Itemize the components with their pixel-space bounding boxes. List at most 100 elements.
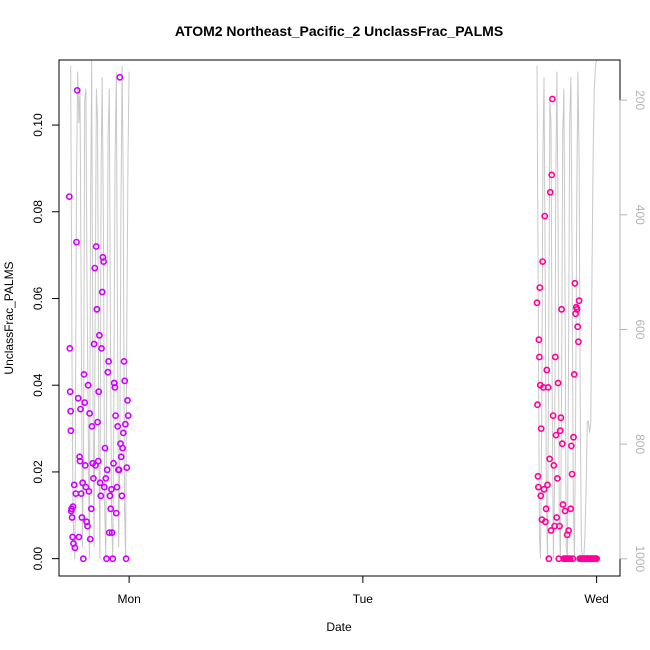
data-point-84 xyxy=(121,377,129,385)
data-point-150 xyxy=(573,305,581,313)
data-point-36 xyxy=(87,505,95,513)
data-point-44 xyxy=(93,305,101,313)
data-point-52 xyxy=(98,288,106,296)
data-point-101 xyxy=(539,258,546,265)
data-point-24 xyxy=(79,479,86,487)
data-point-61 xyxy=(105,357,112,365)
data-point-67 xyxy=(109,555,117,563)
pressure-line-segment-2 xyxy=(536,59,598,560)
y-tick-label-5: 0.08 xyxy=(31,200,45,224)
data-point-93 xyxy=(535,483,542,491)
data-point-112 xyxy=(546,188,554,196)
data-point-46 xyxy=(94,457,102,465)
data-point-145 xyxy=(570,433,577,441)
data-point-68 xyxy=(110,459,117,467)
data-point-66 xyxy=(108,529,116,536)
data-point-37 xyxy=(88,422,96,430)
data-point-87 xyxy=(123,464,131,471)
data-points-layer xyxy=(65,73,600,563)
data-point-81 xyxy=(119,444,126,452)
y-tick-label-4: 0.06 xyxy=(31,286,45,310)
data-point-79 xyxy=(117,453,125,461)
data-point-1 xyxy=(65,193,73,200)
secondary-y-tick-label-1: 200 xyxy=(633,90,647,110)
secondary-y-tick-label-4: 800 xyxy=(633,434,647,454)
data-point-129 xyxy=(558,440,566,448)
data-point-91 xyxy=(534,401,541,409)
chart-title: ATOM2 Northeast_Pacific_2 UnclassFrac_PA… xyxy=(175,23,503,39)
y-tick-label-2: 0.02 xyxy=(31,460,45,484)
data-point-128 xyxy=(558,305,565,313)
data-point-109 xyxy=(544,383,552,391)
data-point-29 xyxy=(82,483,90,491)
data-point-98 xyxy=(537,492,545,500)
data-point-59 xyxy=(103,466,111,474)
data-point-123 xyxy=(554,379,562,387)
data-point-57 xyxy=(102,474,110,482)
data-point-77 xyxy=(116,73,124,81)
x-tick-label-2: Tue xyxy=(353,592,374,606)
data-point-92 xyxy=(534,472,542,480)
data-point-144 xyxy=(569,555,577,563)
data-point-113 xyxy=(547,527,555,534)
data-point-16 xyxy=(73,87,81,94)
data-point-105 xyxy=(542,518,549,526)
data-point-56 xyxy=(101,444,109,452)
data-point-65 xyxy=(108,485,115,493)
data-point-82 xyxy=(119,429,127,437)
secondary-y-axis: 200 400 600 800 1000 xyxy=(619,90,647,572)
secondary-y-tick-label-2: 400 xyxy=(633,205,647,225)
data-point-95 xyxy=(536,353,543,361)
data-point-10 xyxy=(69,503,77,510)
y-tick-label-3: 0.04 xyxy=(31,373,45,397)
data-point-96 xyxy=(536,284,544,291)
data-point-60 xyxy=(104,368,112,376)
y-tick-label-6: 0.10 xyxy=(31,113,45,137)
data-point-50 xyxy=(97,492,105,500)
x-tick-label-3: Wed xyxy=(584,592,608,606)
data-point-126 xyxy=(556,427,564,435)
data-point-146 xyxy=(570,370,578,378)
data-point-72 xyxy=(112,509,120,517)
x-axis-label: Date xyxy=(326,620,352,634)
data-point-35 xyxy=(86,535,94,543)
data-point-41 xyxy=(91,264,99,272)
data-point-32 xyxy=(84,381,92,389)
data-point-116 xyxy=(549,412,557,419)
data-point-58 xyxy=(103,555,110,563)
data-point-49 xyxy=(96,479,104,487)
pressure-line-layer xyxy=(70,59,598,560)
data-point-19 xyxy=(76,453,83,461)
data-point-122 xyxy=(554,474,561,482)
data-point-80 xyxy=(118,492,126,500)
data-point-104 xyxy=(541,212,549,220)
data-point-141 xyxy=(567,505,575,513)
data-point-83 xyxy=(120,357,128,365)
data-point-147 xyxy=(571,279,579,287)
data-point-103 xyxy=(540,485,548,493)
data-point-9 xyxy=(69,533,76,541)
data-point-25 xyxy=(79,555,87,563)
data-point-142 xyxy=(568,442,575,450)
data-point-89 xyxy=(124,412,132,419)
data-point-71 xyxy=(112,412,119,419)
data-point-20 xyxy=(76,457,84,465)
data-point-130 xyxy=(559,501,567,508)
data-point-18 xyxy=(75,533,83,541)
secondary-y-tick-label-3: 600 xyxy=(633,319,647,339)
data-point-62 xyxy=(105,529,113,536)
data-point-5 xyxy=(67,427,75,435)
data-point-47 xyxy=(95,388,103,396)
data-point-107 xyxy=(543,366,551,374)
data-point-23 xyxy=(78,514,86,521)
data-point-64 xyxy=(107,505,115,513)
data-point-8 xyxy=(68,514,76,521)
data-point-114 xyxy=(548,171,556,179)
data-point-40 xyxy=(90,340,98,348)
data-point-88 xyxy=(124,396,131,404)
data-point-127 xyxy=(557,414,565,422)
data-point-14 xyxy=(72,490,80,497)
plot-frame xyxy=(58,59,621,577)
data-point-120 xyxy=(552,431,560,439)
